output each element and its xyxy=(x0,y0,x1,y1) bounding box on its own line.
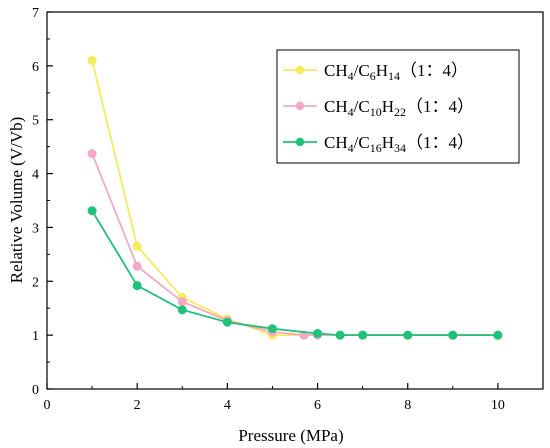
series-2-point-4 xyxy=(267,324,277,334)
legend-label-0-part-6: （1：4） xyxy=(400,61,468,80)
x-tick-label-5: 10 xyxy=(491,398,505,413)
legend: CH4/C6H14（1：4）CH4/C10H22（1：4）CH4/C16H34（… xyxy=(276,49,520,164)
series-2-point-2 xyxy=(177,305,187,315)
series-layer xyxy=(87,55,503,340)
legend-label-1-part-4: H xyxy=(382,97,394,116)
x-tick-label-0: 0 xyxy=(44,398,51,413)
x-tick-label-3: 6 xyxy=(314,398,321,413)
legend-label-0-part-4: H xyxy=(376,61,388,80)
legend-box xyxy=(276,49,520,164)
series-2-point-10 xyxy=(493,330,503,340)
legend-label-2-part-3: 16 xyxy=(370,141,382,155)
legend-label-0-part-3: 6 xyxy=(370,69,376,83)
legend-marker-0 xyxy=(295,65,305,75)
legend-label-1-part-0: CH xyxy=(324,97,348,116)
legend-label-0-part-0: CH xyxy=(324,61,348,80)
series-1-line xyxy=(91,153,498,337)
series-1 xyxy=(87,149,503,340)
x-tick-label-1: 2 xyxy=(134,398,141,413)
x-axis-label: Pressure (MPa) xyxy=(238,426,343,445)
legend-label-2-part-1: 4 xyxy=(348,141,354,155)
legend-entry-0: CH4/C6H14（1：4） xyxy=(283,61,468,83)
legend-entry-1: CH4/C10H22（1：4） xyxy=(283,97,474,119)
series-0-point-1 xyxy=(132,241,142,251)
y-tick-label-3: 3 xyxy=(32,221,39,236)
series-2-point-1 xyxy=(132,281,142,291)
legend-label-1: CH4/C10H22（1：4） xyxy=(324,97,474,119)
legend-label-0-part-5: 14 xyxy=(388,69,400,83)
legend-label-0: CH4/C6H14（1：4） xyxy=(324,61,468,83)
series-2-line xyxy=(91,210,498,337)
series-2-point-7 xyxy=(358,330,368,340)
legend-label-2-part-4: H xyxy=(382,133,394,152)
legend-label-2-part-6: （1：4） xyxy=(406,133,474,152)
legend-label-1-part-1: 4 xyxy=(348,105,354,119)
legend-label-2-part-0: CH xyxy=(324,133,348,152)
y-tick-label-5: 5 xyxy=(32,114,39,129)
series-0-point-0 xyxy=(87,55,97,65)
legend-entry-2: CH4/C16H34（1：4） xyxy=(283,133,474,155)
series-2-point-9 xyxy=(448,330,458,340)
legend-label-0-part-1: 4 xyxy=(348,69,354,83)
series-2-point-8 xyxy=(403,330,413,340)
series-2-point-5 xyxy=(313,329,323,339)
legend-label-2-part-2: /C xyxy=(354,133,370,152)
x-tick-label-2: 4 xyxy=(224,398,231,413)
series-1-point-0 xyxy=(87,149,97,159)
legend-label-1-part-6: （1：4） xyxy=(406,97,474,116)
y-tick-label-1: 1 xyxy=(32,329,39,344)
legend-marker-1 xyxy=(295,101,305,111)
legend-marker-2 xyxy=(295,137,305,147)
legend-label-2: CH4/C16H34（1：4） xyxy=(324,133,474,155)
series-2 xyxy=(87,206,503,340)
legend-label-1-part-2: /C xyxy=(354,97,370,116)
y-tick-label-6: 6 xyxy=(32,60,39,75)
y-tick-label-7: 7 xyxy=(32,6,39,21)
legend-label-1-part-5: 22 xyxy=(394,105,406,119)
y-tick-label-2: 2 xyxy=(32,275,39,290)
y-tick-label-4: 4 xyxy=(32,168,39,183)
series-2-point-3 xyxy=(222,317,232,327)
y-axis-label: Relative Volume (V/Vb) xyxy=(7,117,26,284)
y-tick-label-0: 0 xyxy=(32,383,39,398)
legend-label-1-part-3: 10 xyxy=(370,105,382,119)
x-tick-label-4: 8 xyxy=(404,398,411,413)
series-2-point-0 xyxy=(87,206,97,216)
series-1-point-1 xyxy=(132,261,142,271)
legend-label-0-part-2: /C xyxy=(354,61,370,80)
series-1-point-2 xyxy=(177,297,187,307)
series-2-point-6 xyxy=(335,330,345,340)
legend-label-2-part-5: 34 xyxy=(394,141,406,155)
